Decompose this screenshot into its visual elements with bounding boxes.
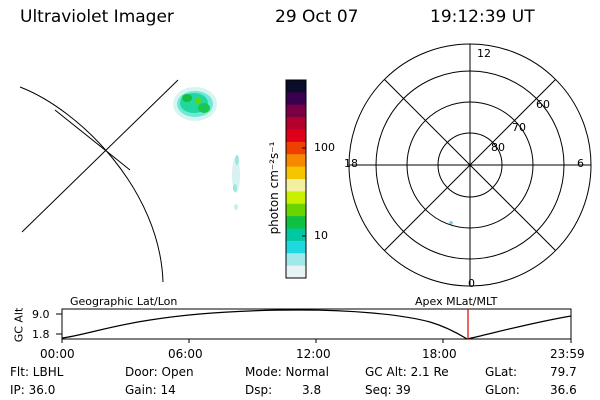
lat-label-70: 70 [512,121,526,134]
lat-label-60: 60 [536,98,550,111]
status-seq: Seq: 39 [365,383,411,397]
colorbar-swatch [286,92,306,106]
time-tick-2359: 23:59 [550,347,585,361]
status-gc-alt: GC Alt: 2.1 Re [365,365,449,379]
mlt-label-0: 0 [468,277,475,290]
altitude-tick-high: 9.0 [32,308,50,321]
mlt-label-12: 12 [477,47,491,60]
polar-plot [348,43,592,287]
colorbar-swatch [286,104,306,118]
observation-time: 19:12:39 UT [430,7,535,27]
altitude-curve [61,309,572,340]
time-tick-1800: 18:00 [422,347,457,361]
status-ip: IP: 36.0 [10,383,56,397]
aurora-emission [173,87,453,225]
time-tick-0600: 06:00 [168,347,203,361]
status-dsp-value: 3.8 [302,383,322,397]
status-door: Door: Open [125,365,194,379]
earth-limb-arc [19,86,164,283]
altitude-tick-low: 1.8 [32,328,50,341]
mlt-label-6: 6 [577,157,584,170]
colorbar-swatch [286,240,306,254]
status-dsp-label: Dsp: [245,383,273,397]
colorbar-swatch [286,203,306,217]
altitude-plot-frame [61,308,572,340]
color-bar [285,79,307,279]
colorbar-swatch [286,228,306,242]
instrument-title: Ultraviolet Imager [20,7,174,27]
time-tick-0000: 00:00 [40,347,75,361]
status-glat-value: 79.7 [550,365,577,379]
grid-line-a [21,79,179,233]
grid-line-b [54,109,131,171]
altitude-right-title: Apex MLat/MLT [415,295,498,308]
colorbar-swatch [286,216,306,229]
colorbar-swatch [286,253,306,267]
time-tick-1200: 12:00 [296,347,331,361]
colorbar-swatch [286,265,306,279]
colorbar-tick-100: 100 [314,141,335,154]
colorbar-swatch [286,117,306,130]
altitude-axis-label: GC Alt [12,307,26,343]
status-glat-label: GLat: [485,365,518,379]
status-mode: Mode: Normal [245,365,329,379]
mlt-label-18: 18 [344,157,358,170]
status-gain: Gain: 14 [125,383,176,397]
meridian-diag-b [384,79,556,251]
colorbar-frame [285,79,307,279]
colorbar-swatch [286,166,306,180]
altitude-plot [56,308,572,343]
observation-date: 29 Oct 07 [275,7,359,27]
colorbar-swatch [286,179,306,192]
geographic-map [19,79,179,283]
altitude-left-title: Geographic Lat/Lon [70,295,178,308]
colorbar-swatch [286,129,306,143]
colorbar-swatch [286,191,306,205]
colorbar-swatch [286,141,306,155]
colorbar-swatch [286,80,306,93]
colorbar-label: photon cm⁻²s⁻¹ [267,141,281,235]
colorbar-tick-10: 10 [314,229,328,242]
status-glon-label: GLon: [485,383,520,397]
status-glon-value: 36.6 [550,383,577,397]
status-filter: Flt: LBHL [10,365,64,379]
lat-label-80: 80 [491,141,505,154]
colorbar-swatch [286,154,306,168]
